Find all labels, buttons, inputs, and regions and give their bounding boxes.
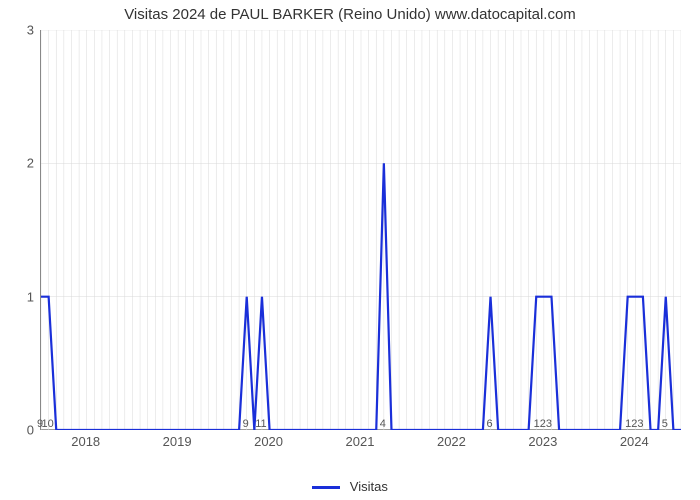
spike-value-label: 10 xyxy=(41,418,53,430)
x-tick-label: 2020 xyxy=(254,434,283,449)
chart-title: Visitas 2024 de PAUL BARKER (Reino Unido… xyxy=(0,6,700,23)
spike-value-label: 11 xyxy=(255,418,266,430)
plot-area xyxy=(40,30,680,430)
x-tick-label: 2022 xyxy=(437,434,466,449)
y-tick-label: 2 xyxy=(27,156,34,171)
x-tick-label: 2023 xyxy=(528,434,557,449)
y-tick-label: 3 xyxy=(27,23,34,38)
spike-value-label: 123 xyxy=(534,418,552,430)
chart-svg xyxy=(41,30,681,430)
x-tick-label: 2021 xyxy=(346,434,375,449)
x-tick-label: 2024 xyxy=(620,434,649,449)
x-tick-label: 2019 xyxy=(163,434,192,449)
chart-container: Visitas 2024 de PAUL BARKER (Reino Unido… xyxy=(0,0,700,500)
spike-value-label: 6 xyxy=(486,418,492,430)
chart-legend: Visitas xyxy=(0,479,700,494)
x-tick-label: 2018 xyxy=(71,434,100,449)
spike-value-label: 123 xyxy=(625,418,643,430)
spike-value-label: 4 xyxy=(380,418,386,430)
legend-swatch xyxy=(312,486,340,489)
y-tick-label: 1 xyxy=(27,289,34,304)
y-tick-label: 0 xyxy=(27,423,34,438)
spike-value-label: 9 xyxy=(243,418,249,430)
spike-value-label: 5 xyxy=(662,418,668,430)
legend-label: Visitas xyxy=(350,479,388,494)
